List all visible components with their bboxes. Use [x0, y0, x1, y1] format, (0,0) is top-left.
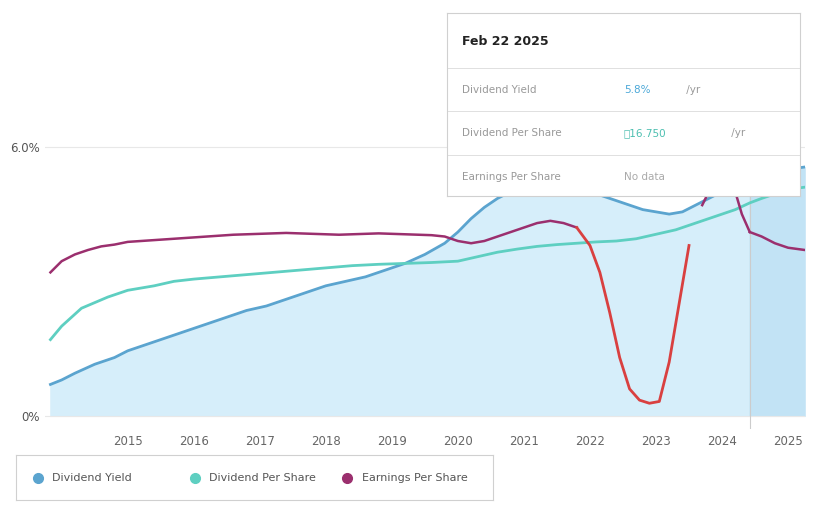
Text: /yr: /yr — [683, 84, 700, 94]
Text: Dividend Yield: Dividend Yield — [461, 84, 536, 94]
Text: Dividend Per Share: Dividend Per Share — [461, 129, 562, 138]
Text: Dividend Yield: Dividend Yield — [53, 472, 132, 483]
Text: Dividend Per Share: Dividend Per Share — [209, 472, 316, 483]
Bar — [786, 156, 800, 172]
Text: Earnings Per Share: Earnings Per Share — [362, 472, 467, 483]
Text: Earnings Per Share: Earnings Per Share — [461, 172, 560, 182]
Text: No data: No data — [624, 172, 665, 182]
Text: Past: Past — [755, 157, 777, 168]
Text: ุ16.750: ุ16.750 — [624, 129, 667, 138]
Text: /yr: /yr — [727, 129, 745, 138]
Text: Feb 22 2025: Feb 22 2025 — [461, 35, 548, 48]
Text: 5.8%: 5.8% — [624, 84, 650, 94]
